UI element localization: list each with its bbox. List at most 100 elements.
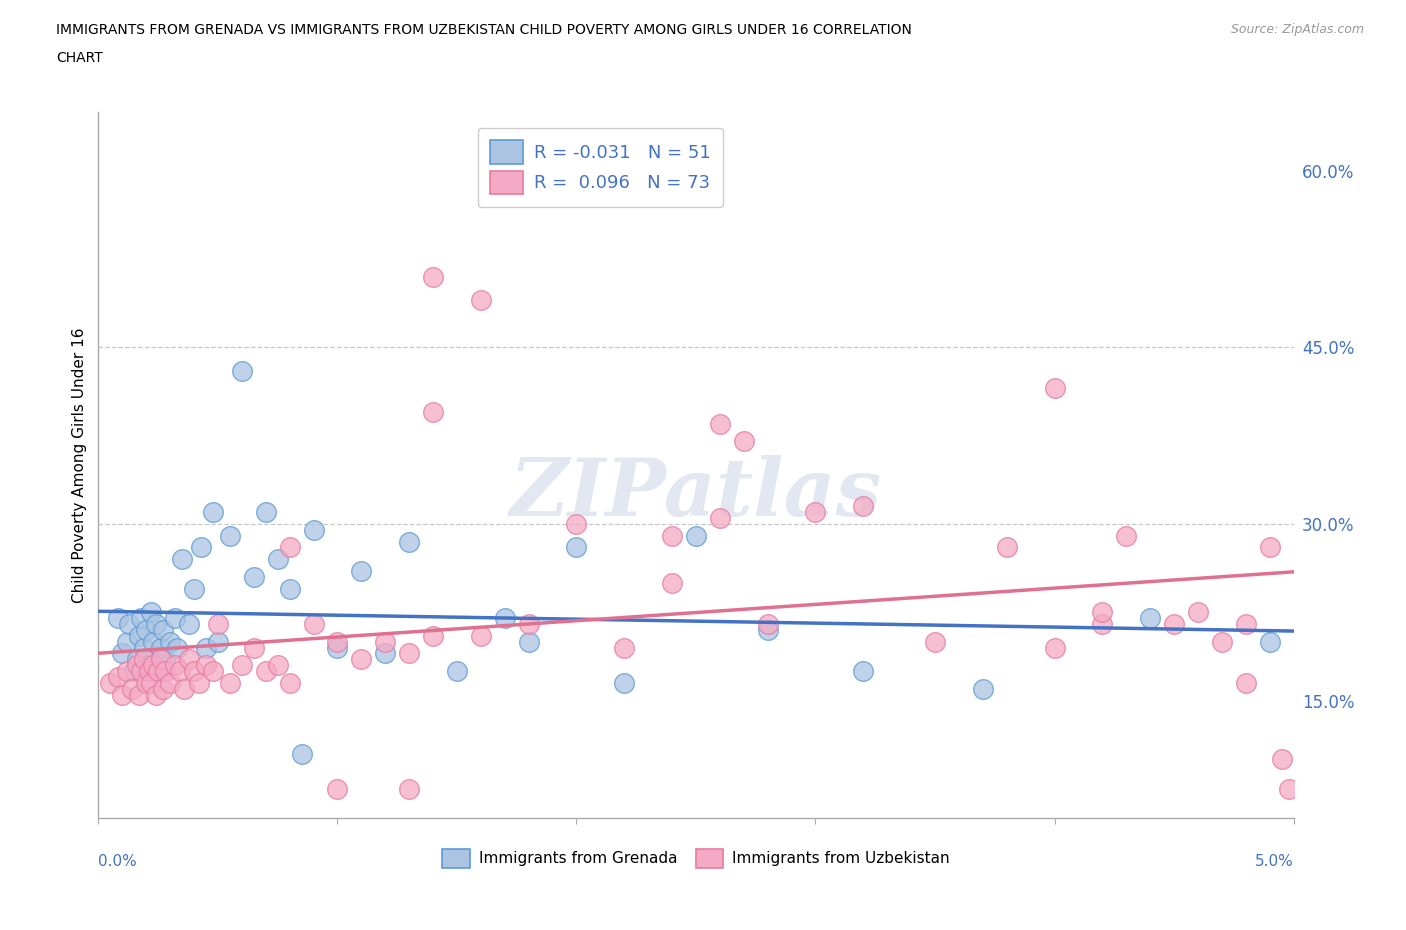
Point <box>219 528 242 543</box>
Point <box>1139 611 1161 626</box>
Point <box>1091 617 1114 631</box>
Point <box>661 576 683 591</box>
Point <box>326 781 349 796</box>
Point <box>149 652 172 667</box>
Point <box>1234 675 1257 690</box>
Point <box>138 658 160 672</box>
Point <box>613 640 636 655</box>
Point <box>132 652 155 667</box>
Point <box>517 634 540 649</box>
Point <box>152 682 174 697</box>
Legend: Immigrants from Grenada, Immigrants from Uzbekistan: Immigrants from Grenada, Immigrants from… <box>436 843 956 874</box>
Point <box>107 611 129 626</box>
Point <box>254 505 277 520</box>
Point <box>195 640 218 655</box>
Point <box>207 634 229 649</box>
Point <box>128 687 150 702</box>
Point <box>132 640 155 655</box>
Point <box>422 269 444 284</box>
Point <box>278 540 301 555</box>
Point <box>135 622 157 637</box>
Point <box>350 652 373 667</box>
Point <box>169 664 191 679</box>
Point <box>1211 634 1233 649</box>
Point <box>187 675 209 690</box>
Point <box>422 629 444 644</box>
Point <box>98 675 122 690</box>
Point <box>111 646 134 661</box>
Point <box>1187 604 1209 619</box>
Point <box>302 617 325 631</box>
Point <box>278 675 301 690</box>
Point <box>470 629 492 644</box>
Point <box>733 434 755 449</box>
Point <box>145 617 167 631</box>
Text: Source: ZipAtlas.com: Source: ZipAtlas.com <box>1230 23 1364 36</box>
Point <box>142 658 165 672</box>
Point <box>494 611 516 626</box>
Point <box>190 540 212 555</box>
Point <box>924 634 946 649</box>
Point <box>1163 617 1185 631</box>
Point <box>446 664 468 679</box>
Point <box>163 658 186 672</box>
Point <box>125 652 148 667</box>
Point <box>278 581 301 596</box>
Point <box>350 564 373 578</box>
Point <box>159 675 181 690</box>
Text: 0.0%: 0.0% <box>98 854 138 869</box>
Point <box>166 640 188 655</box>
Point <box>267 551 290 566</box>
Point <box>398 781 420 796</box>
Point <box>107 670 129 684</box>
Point <box>254 664 277 679</box>
Point <box>852 498 875 513</box>
Point <box>148 664 170 679</box>
Point <box>1115 528 1137 543</box>
Point <box>219 675 242 690</box>
Point <box>159 634 181 649</box>
Point <box>1234 617 1257 631</box>
Point <box>115 634 138 649</box>
Point <box>613 675 636 690</box>
Point <box>852 664 875 679</box>
Point <box>115 664 138 679</box>
Point <box>131 664 153 679</box>
Point <box>155 652 177 667</box>
Point <box>1278 781 1301 796</box>
Point <box>709 511 731 525</box>
Point <box>709 417 731 432</box>
Point <box>565 516 588 531</box>
Point <box>179 617 201 631</box>
Point <box>302 523 325 538</box>
Point <box>231 658 253 672</box>
Point <box>243 569 266 584</box>
Text: IMMIGRANTS FROM GRENADA VS IMMIGRANTS FROM UZBEKISTAN CHILD POVERTY AMONG GIRLS : IMMIGRANTS FROM GRENADA VS IMMIGRANTS FR… <box>56 23 912 37</box>
Point <box>128 629 150 644</box>
Point <box>243 640 266 655</box>
Point <box>202 664 225 679</box>
Point <box>398 646 420 661</box>
Point <box>111 687 134 702</box>
Point <box>517 617 540 631</box>
Point <box>148 664 170 679</box>
Point <box>374 646 396 661</box>
Point <box>1091 604 1114 619</box>
Point <box>131 611 153 626</box>
Point <box>138 664 160 679</box>
Point <box>139 604 162 619</box>
Point <box>565 540 588 555</box>
Point <box>149 640 172 655</box>
Point <box>326 640 349 655</box>
Point <box>125 658 148 672</box>
Point <box>121 682 143 697</box>
Point <box>374 634 396 649</box>
Point <box>163 611 186 626</box>
Point <box>155 664 177 679</box>
Point <box>1043 381 1066 396</box>
Point <box>267 658 290 672</box>
Point <box>152 622 174 637</box>
Point <box>1258 634 1281 649</box>
Point <box>995 540 1018 555</box>
Point <box>195 658 218 672</box>
